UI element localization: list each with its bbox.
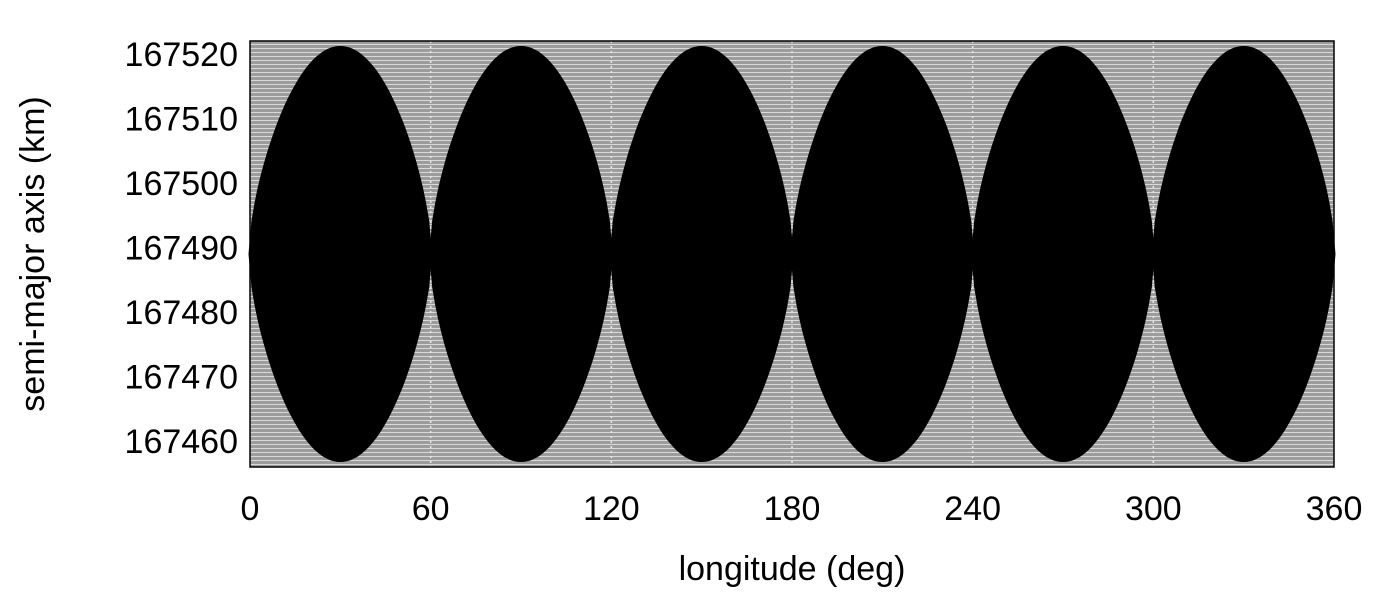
y-tick-label: 167480 <box>125 294 238 332</box>
y-axis-ticks: 167460 167470 167480 167490 167500 167510 1675… <box>125 36 238 461</box>
x-tick-label: 120 <box>583 490 640 528</box>
plot-frame <box>249 40 1335 468</box>
x-axis-label: longitude (deg) <box>679 550 906 588</box>
x-tick-label: 300 <box>1125 490 1182 528</box>
y-tick-label: 167510 <box>125 100 238 138</box>
y-tick-label: 167520 <box>125 36 238 74</box>
x-axis-ticks: 0 60 120 180 240 300 360 <box>241 490 1363 528</box>
libration-islands <box>248 46 1336 462</box>
y-tick-label: 167500 <box>125 165 238 203</box>
y-tick-label: 167460 <box>125 423 238 461</box>
y-tick-label: 167470 <box>125 359 238 397</box>
plot-border <box>249 40 1335 468</box>
x-tick-label: 0 <box>241 490 260 528</box>
y-tick-label: 167490 <box>125 230 238 268</box>
x-tick-label: 60 <box>412 490 450 528</box>
x-tick-label: 240 <box>944 490 1001 528</box>
x-tick-label: 360 <box>1306 490 1363 528</box>
x-tick-label: 180 <box>764 490 821 528</box>
y-axis-label: semi-major axis (km) <box>14 96 52 411</box>
